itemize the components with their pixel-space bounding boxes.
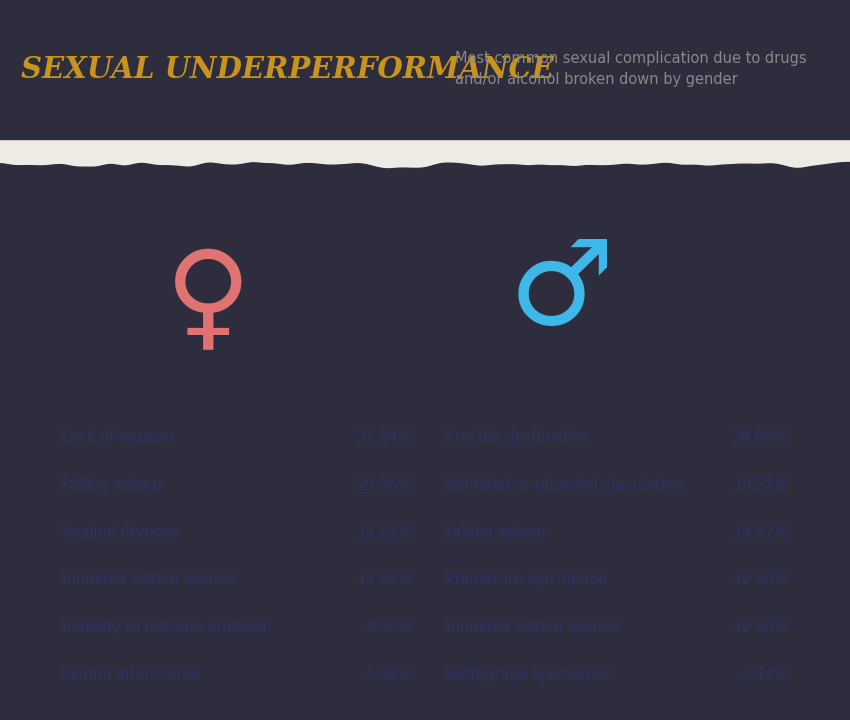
Text: 11.61%: 11.61% — [357, 525, 412, 540]
Text: 14.87%: 14.87% — [733, 525, 788, 540]
Text: Inhibited or retarded ejaculation: Inhibited or retarded ejaculation — [446, 477, 683, 492]
Text: Vaginal dryness: Vaginal dryness — [62, 525, 178, 540]
Text: 29.96%: 29.96% — [357, 477, 412, 492]
Text: 38.09%: 38.09% — [733, 431, 788, 445]
Text: ♀: ♀ — [165, 245, 252, 360]
Text: Inability to become aroused: Inability to become aroused — [62, 620, 267, 635]
Text: Inhibited sexual desires: Inhibited sexual desires — [62, 572, 236, 588]
Text: Falling asleep: Falling asleep — [446, 525, 546, 540]
Text: Erectile dysfunction: Erectile dysfunction — [446, 431, 591, 445]
Text: Most common sexual complication due to drugs
and/or alcohol broken down by gende: Most common sexual complication due to d… — [455, 51, 807, 87]
Text: Inhibited sexual desires: Inhibited sexual desires — [446, 620, 620, 635]
Text: 2.44%: 2.44% — [742, 667, 788, 683]
Text: Painful intercourse: Painful intercourse — [62, 667, 199, 683]
Text: 8.99%: 8.99% — [366, 620, 412, 635]
Text: Falling asleep: Falling asleep — [62, 477, 162, 492]
Text: 12.63%: 12.63% — [733, 572, 788, 588]
Text: 11.61%: 11.61% — [357, 572, 412, 588]
Text: Premature ejaculation: Premature ejaculation — [446, 572, 608, 588]
Text: SEXUAL UNDERPERFORMANCE: SEXUAL UNDERPERFORMANCE — [21, 55, 554, 84]
Text: 5.99%: 5.99% — [366, 667, 412, 683]
Text: 12.63%: 12.63% — [733, 620, 788, 635]
Text: 19.35%: 19.35% — [733, 477, 788, 492]
Text: ♂: ♂ — [508, 234, 614, 349]
Text: 31.84%: 31.84% — [357, 431, 412, 445]
Text: Lack of orgasm: Lack of orgasm — [62, 431, 174, 445]
Text: Retrograde ejaculation: Retrograde ejaculation — [446, 667, 613, 683]
